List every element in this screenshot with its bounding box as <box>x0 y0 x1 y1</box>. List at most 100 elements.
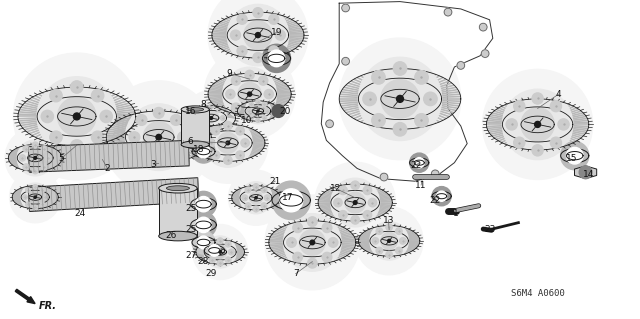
Circle shape <box>188 103 268 183</box>
Circle shape <box>550 137 561 148</box>
Circle shape <box>249 102 253 107</box>
Text: 1: 1 <box>453 209 458 218</box>
Circle shape <box>272 181 310 219</box>
Circle shape <box>209 127 214 132</box>
Circle shape <box>170 149 181 160</box>
Circle shape <box>154 156 164 167</box>
Circle shape <box>532 145 543 156</box>
Circle shape <box>534 122 541 127</box>
Circle shape <box>37 77 116 156</box>
Text: 9: 9 <box>227 69 232 78</box>
Circle shape <box>506 119 517 130</box>
Circle shape <box>237 46 247 56</box>
Circle shape <box>232 103 241 112</box>
Circle shape <box>50 89 62 102</box>
Text: 22: 22 <box>410 161 422 170</box>
Circle shape <box>244 21 272 49</box>
Circle shape <box>322 223 332 233</box>
Text: 25: 25 <box>185 225 196 234</box>
Circle shape <box>92 131 104 144</box>
Circle shape <box>170 115 181 125</box>
Circle shape <box>92 89 104 102</box>
Circle shape <box>209 241 215 247</box>
Text: 7: 7 <box>293 269 298 278</box>
Circle shape <box>206 249 212 255</box>
Circle shape <box>217 260 223 266</box>
Circle shape <box>287 238 296 247</box>
Circle shape <box>193 225 248 279</box>
Circle shape <box>388 239 390 242</box>
Circle shape <box>5 128 65 188</box>
Circle shape <box>386 251 392 258</box>
Circle shape <box>217 108 221 112</box>
Circle shape <box>74 113 80 120</box>
Circle shape <box>245 109 254 118</box>
Circle shape <box>236 151 244 160</box>
Circle shape <box>259 76 268 85</box>
Circle shape <box>444 8 452 16</box>
Circle shape <box>129 132 140 143</box>
Circle shape <box>339 38 461 160</box>
Circle shape <box>232 76 241 85</box>
Circle shape <box>339 211 348 219</box>
Circle shape <box>241 139 250 147</box>
Circle shape <box>240 182 272 214</box>
Circle shape <box>261 187 267 193</box>
Circle shape <box>372 71 385 84</box>
Text: 24: 24 <box>74 209 86 218</box>
Circle shape <box>257 110 259 112</box>
Circle shape <box>284 214 341 271</box>
Circle shape <box>19 155 26 161</box>
Circle shape <box>248 92 252 96</box>
Circle shape <box>376 228 383 234</box>
Text: 28: 28 <box>198 257 209 266</box>
Circle shape <box>262 44 291 72</box>
Circle shape <box>300 230 325 255</box>
Text: FR.: FR. <box>38 301 56 311</box>
Circle shape <box>196 217 211 233</box>
Circle shape <box>269 46 279 56</box>
Text: 10: 10 <box>241 116 252 125</box>
Polygon shape <box>28 140 189 172</box>
Text: 27: 27 <box>185 251 196 260</box>
Circle shape <box>333 198 342 207</box>
Circle shape <box>432 187 451 206</box>
Text: 14: 14 <box>583 170 595 179</box>
FancyArrow shape <box>15 289 35 304</box>
Circle shape <box>41 164 47 170</box>
Text: 4: 4 <box>556 90 561 99</box>
Circle shape <box>262 102 267 107</box>
Circle shape <box>209 245 220 256</box>
Circle shape <box>255 33 260 38</box>
Circle shape <box>436 191 447 201</box>
Text: 16: 16 <box>185 107 196 115</box>
Circle shape <box>397 95 403 102</box>
Text: 15: 15 <box>566 154 577 163</box>
Ellipse shape <box>187 108 204 111</box>
Circle shape <box>253 8 263 18</box>
Circle shape <box>223 156 232 164</box>
Circle shape <box>265 109 269 113</box>
Text: 23: 23 <box>484 225 495 234</box>
Text: 5: 5 <box>58 154 63 163</box>
Circle shape <box>197 236 210 249</box>
Circle shape <box>40 188 45 192</box>
Circle shape <box>223 67 276 121</box>
Text: 25: 25 <box>185 204 196 213</box>
Circle shape <box>245 187 251 193</box>
Circle shape <box>226 141 230 145</box>
Text: 8: 8 <box>201 100 206 109</box>
Circle shape <box>414 158 424 168</box>
Ellipse shape <box>181 106 209 113</box>
Circle shape <box>246 109 251 113</box>
Circle shape <box>22 195 28 199</box>
Circle shape <box>196 103 227 133</box>
Circle shape <box>143 122 174 152</box>
Circle shape <box>211 126 220 135</box>
Circle shape <box>353 201 357 204</box>
Circle shape <box>10 172 61 223</box>
Circle shape <box>481 50 489 57</box>
Circle shape <box>381 80 419 118</box>
Circle shape <box>256 100 260 104</box>
Circle shape <box>566 147 583 164</box>
